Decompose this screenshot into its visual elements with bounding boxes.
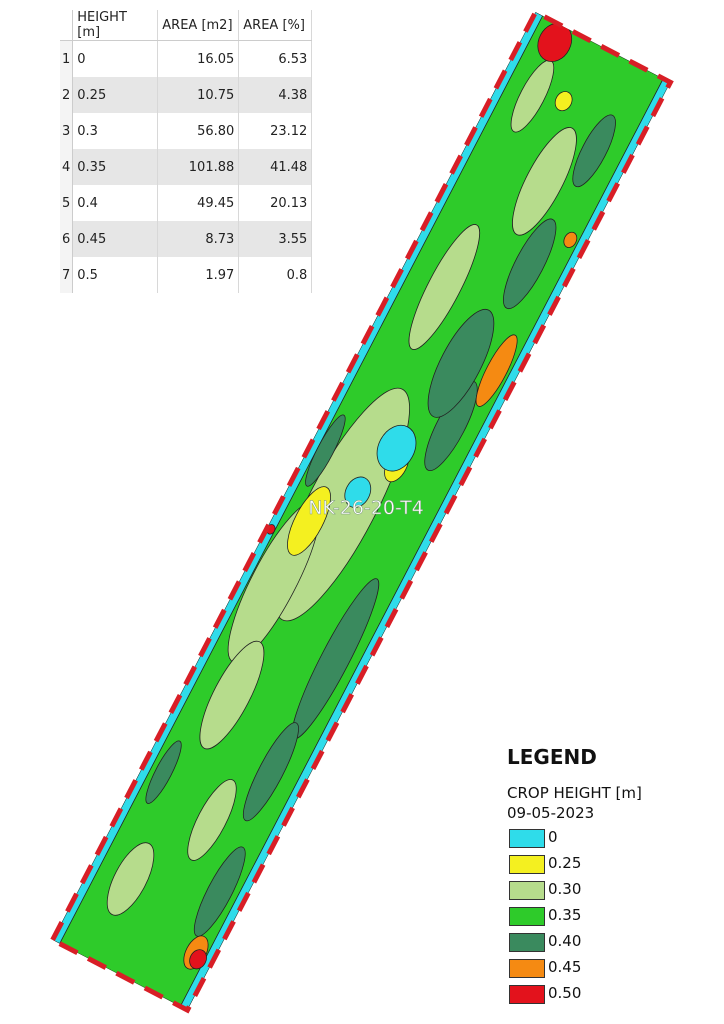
table-row: 5 0.4 49.45 20.13 xyxy=(60,185,313,221)
legend-swatch xyxy=(509,933,545,952)
table-cell: 7 xyxy=(60,257,74,293)
table-cell: 0.25 xyxy=(72,77,159,113)
table-cell: 0.8 xyxy=(238,257,313,293)
height-zone xyxy=(475,334,518,407)
legend-label: 0 xyxy=(548,828,558,846)
legend-swatch xyxy=(509,907,545,926)
height-zone xyxy=(187,779,237,861)
table-cell: 20.13 xyxy=(238,185,313,221)
legend-label: 0.40 xyxy=(548,932,582,950)
header-row: HEIGHT [m] AREA [m2] AREA [%] xyxy=(60,10,313,41)
field-label: NK-26-20-T4 xyxy=(308,497,424,519)
table-row: 6 0.45 8.73 3.55 xyxy=(60,221,313,257)
height-zone xyxy=(344,476,372,508)
height-zone xyxy=(274,387,410,622)
legend-date: 09-05-2023 xyxy=(507,804,595,822)
legend-label: 0.30 xyxy=(548,880,582,898)
table-cell: 1.97 xyxy=(157,257,240,293)
area-table: HEIGHT [m] AREA [m2] AREA [%] 1 0 16.05 6.53 2… xyxy=(60,10,313,293)
table-cell: 3.55 xyxy=(238,221,313,257)
table-cell: 10.75 xyxy=(157,77,240,113)
table-cell: 2 xyxy=(60,77,74,113)
header: AREA [%] xyxy=(238,10,313,41)
legend-label: 0.45 xyxy=(548,958,582,976)
height-zone xyxy=(145,740,182,804)
field-border xyxy=(49,8,674,1014)
height-zone xyxy=(106,842,155,916)
table-cell: 6.53 xyxy=(238,40,313,77)
table-cell: 0.5 xyxy=(72,257,159,293)
legend-swatch xyxy=(509,881,545,900)
table-cell: 101.88 xyxy=(157,149,240,185)
height-zone xyxy=(193,846,246,937)
height-zone xyxy=(572,114,616,188)
table-row: 1 0 16.05 6.53 xyxy=(60,40,313,77)
height-zone xyxy=(199,640,265,750)
table-cell: 0.4 xyxy=(72,185,159,221)
table-cell: 0.35 xyxy=(72,149,159,185)
table-cell: 16.05 xyxy=(157,40,240,77)
table-cell: 8.73 xyxy=(157,221,240,257)
table-cell: 0 xyxy=(72,40,159,77)
height-zone xyxy=(503,218,557,310)
legend-title: LEGEND xyxy=(507,745,597,769)
legend-subtitle: CROP HEIGHT [m] xyxy=(507,784,642,802)
height-zone xyxy=(305,414,346,487)
legend-swatch xyxy=(509,985,545,1004)
table-cell: 0.3 xyxy=(72,113,159,149)
legend-label: 0.25 xyxy=(548,854,582,872)
height-zone xyxy=(427,308,495,418)
legend-swatch xyxy=(509,829,545,848)
height-zone xyxy=(242,722,299,822)
height-zone xyxy=(408,224,481,350)
height-zone xyxy=(376,424,417,472)
legend-swatch xyxy=(509,855,545,874)
table-row: 2 0.25 10.75 4.38 xyxy=(60,77,313,113)
legend-label: 0.50 xyxy=(548,984,582,1002)
header: HEIGHT [m] xyxy=(72,10,159,41)
field-strip xyxy=(49,8,674,1014)
height-zone xyxy=(563,231,578,248)
table-cell: 49.45 xyxy=(157,185,240,221)
table-cell: 4.38 xyxy=(238,77,313,113)
height-zone xyxy=(189,949,207,970)
table-cell: 0.45 xyxy=(72,221,159,257)
table-row: 3 0.3 56.80 23.12 xyxy=(60,113,313,149)
table-cell: 1 xyxy=(60,40,74,77)
table-cell: 3 xyxy=(60,113,74,149)
table-cell: 5 xyxy=(60,185,74,221)
table-cell: 6 xyxy=(60,221,74,257)
height-zone xyxy=(287,486,331,556)
table-cell: 4 xyxy=(60,149,74,185)
header: AREA [m2] xyxy=(157,10,240,41)
legend-label: 0.35 xyxy=(548,906,582,924)
table-cell: 41.48 xyxy=(238,149,313,185)
height-zone xyxy=(512,127,577,236)
table-row: 7 0.5 1.97 0.8 xyxy=(60,257,313,293)
table-cell: 56.80 xyxy=(157,113,240,149)
table-cell: 23.12 xyxy=(238,113,313,149)
height-zone xyxy=(554,91,573,112)
legend-swatch xyxy=(509,959,545,978)
table-row: 4 0.35 101.88 41.48 xyxy=(60,149,313,185)
